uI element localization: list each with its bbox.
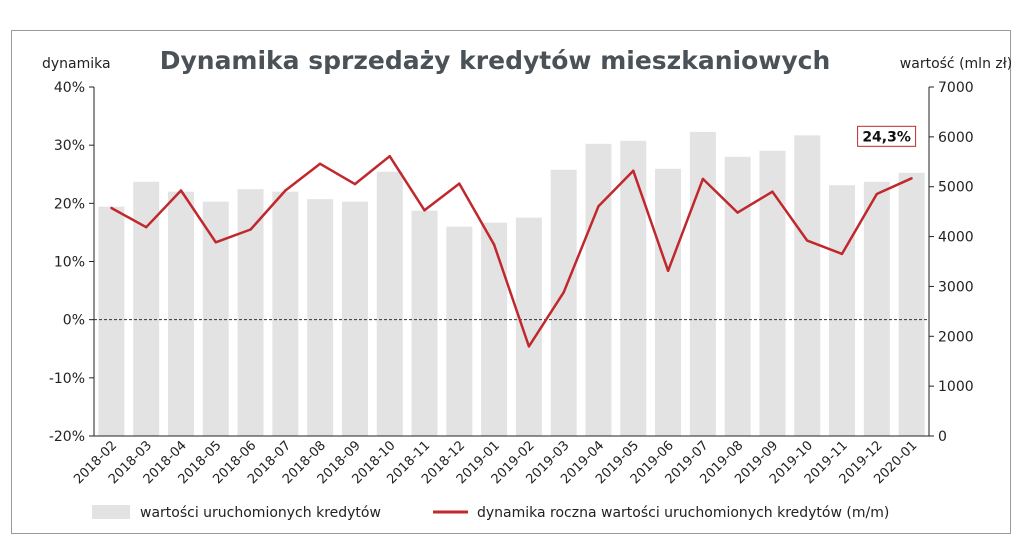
dynamics-line bbox=[110, 154, 913, 348]
bar-2018-07 bbox=[272, 191, 299, 436]
annotation-label: 24,3% bbox=[862, 129, 911, 145]
bars-group bbox=[98, 131, 925, 437]
x-ticks-group: 2018-022018-032018-042018-052018-062018-… bbox=[71, 438, 920, 487]
line-point-2020-01 bbox=[910, 177, 913, 180]
line-point-2018-06 bbox=[249, 228, 252, 231]
right-tick-label: 3000 bbox=[938, 279, 974, 295]
bar-2019-07 bbox=[689, 131, 716, 436]
annotation-box bbox=[857, 125, 917, 147]
chart-frame bbox=[11, 30, 1011, 534]
line-group: 24,3% bbox=[110, 125, 917, 348]
line-point-2019-06 bbox=[666, 269, 670, 273]
line-point-2019-11 bbox=[840, 252, 844, 256]
line-point-2018-02 bbox=[110, 206, 113, 210]
right-tick-label: 2000 bbox=[938, 329, 974, 345]
bar-2020-01 bbox=[898, 172, 925, 437]
line-point-2019-03 bbox=[562, 291, 565, 294]
bar-2018-08 bbox=[307, 199, 334, 436]
right-tick-label: 1000 bbox=[938, 379, 974, 395]
bar-2018-04 bbox=[167, 191, 194, 436]
bar-2018-06 bbox=[237, 189, 264, 436]
right-tick-label: 4000 bbox=[938, 230, 974, 246]
right-tick-label: 5000 bbox=[938, 180, 974, 196]
bar-2018-12 bbox=[446, 226, 473, 436]
axes-group: 40% 30% 20% 10% 0% -10% -20% 7000 6000 5000 4000 30… bbox=[49, 80, 974, 445]
bar-2018-03 bbox=[133, 181, 160, 436]
left-tick-label: 0% bbox=[63, 313, 85, 329]
line-point-2018-08 bbox=[318, 162, 322, 165]
line-point-2018-09 bbox=[353, 182, 357, 186]
right-axis-label: wartość (mln zł) bbox=[900, 56, 1012, 72]
line-point-2019-05 bbox=[632, 169, 635, 172]
line-point-2018-03 bbox=[144, 225, 148, 229]
bar-2018-02 bbox=[98, 206, 125, 436]
bar-2019-11 bbox=[829, 185, 856, 436]
bar-2019-04 bbox=[585, 143, 612, 436]
line-point-2019-10 bbox=[806, 239, 809, 242]
bar-2019-05 bbox=[620, 140, 647, 437]
line-point-2018-05 bbox=[214, 241, 217, 244]
line-point-2019-08 bbox=[736, 211, 739, 214]
legend-bar-label: wartości uruchomionych kredytów bbox=[140, 505, 381, 521]
line-point-2019-07 bbox=[701, 177, 705, 181]
bar-2019-02 bbox=[515, 217, 542, 436]
line-point-2018-10 bbox=[388, 155, 391, 158]
bar-2019-06 bbox=[655, 168, 682, 436]
right-tick-label: 0 bbox=[938, 429, 947, 445]
left-tick-label: -20% bbox=[49, 429, 85, 445]
line-point-2019-01 bbox=[492, 243, 496, 246]
right-tick-label: 6000 bbox=[938, 130, 974, 146]
bar-2019-09 bbox=[759, 150, 786, 436]
bar-2018-10 bbox=[376, 171, 403, 436]
line-point-2018-11 bbox=[423, 209, 426, 212]
bar-2019-10 bbox=[794, 135, 821, 436]
right-tick-label: 7000 bbox=[938, 80, 974, 96]
line-point-2018-04 bbox=[179, 189, 183, 192]
bar-2018-11 bbox=[411, 210, 438, 436]
line-point-2019-12 bbox=[875, 192, 879, 196]
left-axis-label: dynamika bbox=[42, 56, 111, 72]
legend: wartości uruchomionych kredytów dynamika … bbox=[92, 505, 889, 521]
bar-2018-05 bbox=[202, 201, 229, 436]
left-tick-label: -10% bbox=[49, 371, 85, 387]
line-point-2019-02 bbox=[527, 345, 531, 348]
line-point-2019-09 bbox=[771, 190, 774, 193]
bar-2019-12 bbox=[863, 181, 890, 436]
legend-line-label: dynamika roczna wartości uruchomionych k… bbox=[477, 505, 889, 521]
left-tick-label: 10% bbox=[54, 255, 85, 271]
bar-2019-08 bbox=[724, 156, 751, 437]
left-tick-label: 40% bbox=[54, 80, 85, 96]
bar-2019-03 bbox=[550, 169, 577, 436]
line-point-2018-12 bbox=[458, 182, 461, 185]
bar-2018-09 bbox=[341, 201, 368, 436]
bar-2019-01 bbox=[481, 222, 508, 436]
left-tick-label: 20% bbox=[54, 196, 85, 212]
line-point-2018-07 bbox=[284, 189, 287, 192]
chart-title: Dynamika sprzedaży kredytów mieszkaniowy… bbox=[160, 46, 831, 75]
left-tick-label: 30% bbox=[54, 138, 85, 154]
line-point-2019-04 bbox=[597, 205, 600, 208]
legend-bar-swatch bbox=[92, 505, 130, 519]
